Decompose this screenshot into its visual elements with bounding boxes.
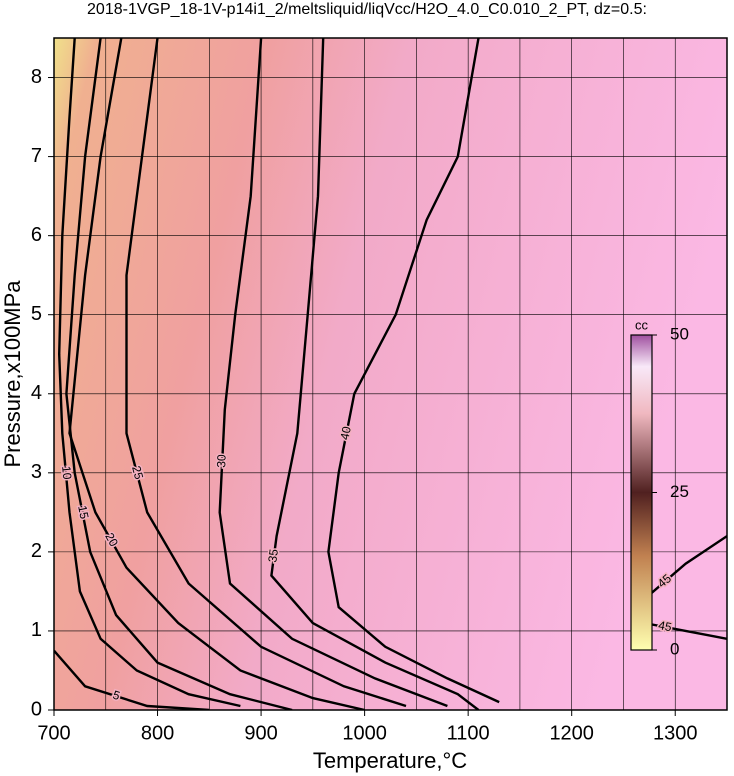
contour-line xyxy=(327,38,500,704)
x-tick-label: 700 xyxy=(37,722,70,744)
contour-line xyxy=(57,38,241,708)
y-tick-label: 4 xyxy=(31,382,42,404)
colorbar-tick-label: 50 xyxy=(670,324,689,343)
contour-line xyxy=(65,38,293,710)
y-tick-label: 2 xyxy=(31,540,42,562)
contour-label: 25 xyxy=(129,464,146,481)
contour-line xyxy=(125,38,407,708)
x-tick-label: 1100 xyxy=(447,722,490,744)
contour-line xyxy=(218,38,448,708)
contour-line xyxy=(643,621,727,640)
contour-line xyxy=(643,535,727,601)
x-tick-label: 1200 xyxy=(549,722,594,744)
colorbar xyxy=(630,334,653,651)
contour-line xyxy=(68,38,365,710)
y-axis-label: Pressure,x100MPa xyxy=(0,280,25,468)
y-tick-label: 1 xyxy=(31,619,42,641)
colorbar-tick-label: 0 xyxy=(670,639,679,658)
x-tick-label: 1000 xyxy=(342,722,387,744)
contour-line xyxy=(54,649,210,710)
y-tick-label: 6 xyxy=(31,224,42,246)
x-tick-label: 800 xyxy=(141,722,174,744)
contour-label: 35 xyxy=(265,548,281,563)
plot-background xyxy=(54,38,727,710)
contour-label: 40 xyxy=(338,425,354,441)
contour-label: 45 xyxy=(657,618,673,634)
contour-label: 15 xyxy=(75,504,91,520)
y-tick-label: 7 xyxy=(31,145,42,167)
colorbar-label: cc xyxy=(635,317,649,332)
y-tick-label: 0 xyxy=(31,698,42,720)
contour-line xyxy=(270,38,480,710)
chart-title: 2018-1VGP_18-1V-p14i1_2/meltsliquid/liqV… xyxy=(87,1,647,18)
x-tick-label: 1300 xyxy=(653,722,698,744)
contour-label: 10 xyxy=(59,465,74,480)
y-tick-label: 5 xyxy=(31,303,42,325)
y-tick-label: 3 xyxy=(31,461,42,483)
contour-label: 30 xyxy=(214,454,229,468)
x-axis-label: Temperature,°C xyxy=(313,748,467,773)
colorbar-tick-label: 25 xyxy=(670,482,689,501)
plot-frame xyxy=(53,37,728,711)
x-tick-label: 900 xyxy=(244,722,277,744)
y-tick-label: 8 xyxy=(31,66,42,88)
